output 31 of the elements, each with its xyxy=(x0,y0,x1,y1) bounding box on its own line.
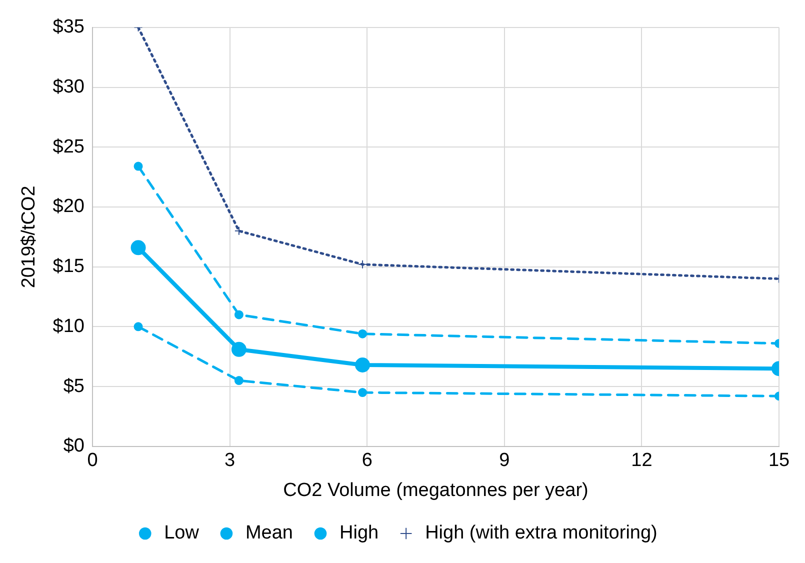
y-tick-label: $10 xyxy=(52,316,84,337)
x-axis-title: CO2 Volume (megatonnes per year) xyxy=(283,480,588,501)
point xyxy=(134,322,143,332)
y-tick-label: $35 xyxy=(52,16,84,38)
point xyxy=(234,226,244,236)
x-tick-label: 3 xyxy=(224,450,236,472)
legend-label: Mean xyxy=(245,522,294,544)
point xyxy=(134,162,143,171)
y-tick-label: $20 xyxy=(52,196,84,218)
point xyxy=(358,260,368,269)
point xyxy=(358,329,368,338)
x-tick-label: 6 xyxy=(362,450,372,472)
legend-label: Low xyxy=(164,522,200,544)
point xyxy=(234,376,244,386)
x-tick-label: 0 xyxy=(87,450,98,472)
legend-label: High xyxy=(340,522,379,544)
point xyxy=(130,240,146,256)
x-tick-label: 9 xyxy=(499,450,510,472)
y-tick-label: $25 xyxy=(52,136,84,158)
y-tick-label: $0 xyxy=(63,436,84,457)
point xyxy=(231,342,246,357)
x-tick-label: 15 xyxy=(768,450,790,472)
point xyxy=(355,357,370,372)
x-tick-label: 12 xyxy=(631,450,652,472)
point xyxy=(358,388,368,398)
y-axis-title: 2019$/tCO2 xyxy=(18,186,40,288)
legend-label: High (with extra monitoring) xyxy=(425,522,658,544)
point xyxy=(234,310,244,320)
y-tick-label: $15 xyxy=(52,256,84,278)
y-tick-label: $5 xyxy=(63,376,84,397)
y-tick-label: $30 xyxy=(52,76,84,98)
